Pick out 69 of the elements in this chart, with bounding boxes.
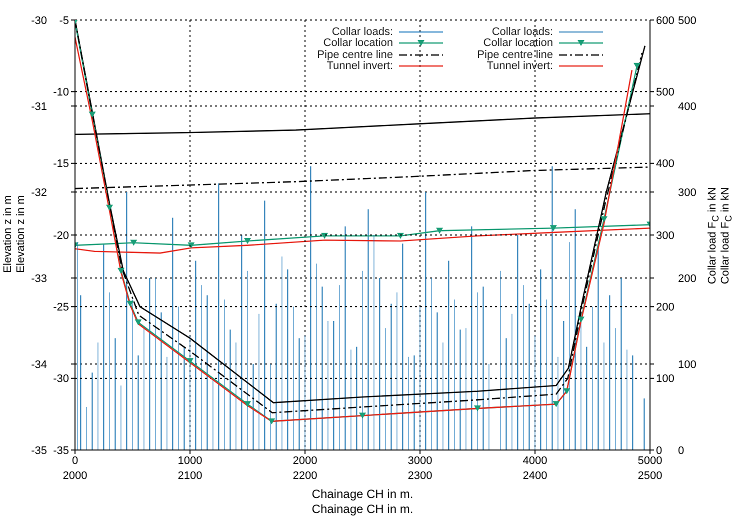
point bbox=[126, 300, 134, 307]
y-tick-label: -35 bbox=[53, 444, 69, 457]
y2-tick-label: 200 bbox=[656, 302, 674, 314]
legend-label: Tunnel invert: bbox=[326, 60, 393, 72]
legend-label: Collar loads: bbox=[492, 26, 553, 38]
legend-label: Collar location bbox=[323, 37, 393, 50]
point bbox=[244, 401, 251, 408]
y-axis-title: Elevation z in m bbox=[15, 194, 27, 275]
point bbox=[134, 319, 142, 326]
y2-tick-label: 600 bbox=[656, 14, 674, 27]
y2-tick-label: 300 bbox=[678, 186, 696, 199]
point bbox=[106, 204, 113, 211]
y2-tick-label: 300 bbox=[656, 230, 674, 242]
point bbox=[550, 225, 557, 232]
x-tick-label: 4000 bbox=[522, 454, 548, 467]
point bbox=[268, 418, 276, 424]
point bbox=[552, 401, 560, 408]
x-tick-label: 2400 bbox=[522, 470, 548, 482]
y2-tick-label: 500 bbox=[678, 14, 696, 27]
y-axis-title: Elevation z in m bbox=[2, 194, 14, 275]
x-tick-label: 2200 bbox=[292, 470, 318, 482]
y2-tick-label: 0 bbox=[678, 444, 684, 457]
point bbox=[600, 216, 608, 222]
x-tick-label: 2000 bbox=[62, 470, 88, 482]
y-tick-label: -30 bbox=[31, 14, 47, 27]
point bbox=[118, 268, 124, 274]
y-tick-label: -5 bbox=[59, 14, 69, 27]
point bbox=[244, 238, 251, 244]
point bbox=[474, 405, 481, 412]
legend-label: Pipe centre line bbox=[317, 48, 393, 61]
point bbox=[88, 112, 96, 118]
point bbox=[634, 62, 641, 69]
legend-label: Tunnel invert: bbox=[486, 60, 553, 72]
point bbox=[186, 358, 194, 364]
x-tick-label: 5000 bbox=[638, 454, 662, 467]
x-tick-label: 2000 bbox=[292, 454, 318, 467]
point bbox=[359, 412, 366, 419]
x-tick-label: 2300 bbox=[408, 470, 432, 482]
y-tick-label: -30 bbox=[53, 373, 69, 386]
point bbox=[563, 388, 570, 394]
x-tick-label: 2100 bbox=[178, 470, 202, 482]
y2-tick-label: 500 bbox=[656, 86, 674, 99]
x-tick-label: 0 bbox=[72, 454, 78, 467]
x-axis-title: Chainage CH in m. bbox=[310, 502, 414, 516]
y-tick-label: -25 bbox=[53, 302, 69, 314]
y2-tick-label: 0 bbox=[656, 444, 662, 457]
y-tick-label: -35 bbox=[31, 444, 47, 457]
legend-label: Collar loads: bbox=[332, 26, 393, 38]
y2-tick-label: 100 bbox=[678, 358, 696, 371]
y-tick-label: -20 bbox=[53, 230, 69, 242]
legend-label: Collar location bbox=[483, 37, 553, 50]
point bbox=[130, 240, 138, 246]
x-axis-title: Chainage CH in m. bbox=[310, 487, 414, 501]
y2-tick-label: 100 bbox=[656, 373, 674, 386]
x-tick-label: 1000 bbox=[178, 454, 202, 467]
y-tick-label: -34 bbox=[31, 358, 47, 371]
legend-label: Pipe centre line bbox=[477, 48, 553, 61]
y2-tick-label: 400 bbox=[656, 158, 674, 170]
point bbox=[578, 316, 584, 323]
y-tick-label: -33 bbox=[31, 272, 47, 285]
y-tick-label: -15 bbox=[53, 158, 69, 170]
point bbox=[436, 228, 444, 234]
y-tick-label: -31 bbox=[31, 100, 47, 113]
y2-tick-label: 200 bbox=[678, 272, 696, 285]
y2-tick-label: 400 bbox=[678, 100, 696, 113]
y-tick-label: -32 bbox=[31, 186, 47, 199]
x-tick-label: 2500 bbox=[638, 470, 662, 482]
y-tick-label: -10 bbox=[53, 86, 69, 99]
x-tick-label: 3000 bbox=[408, 454, 432, 467]
